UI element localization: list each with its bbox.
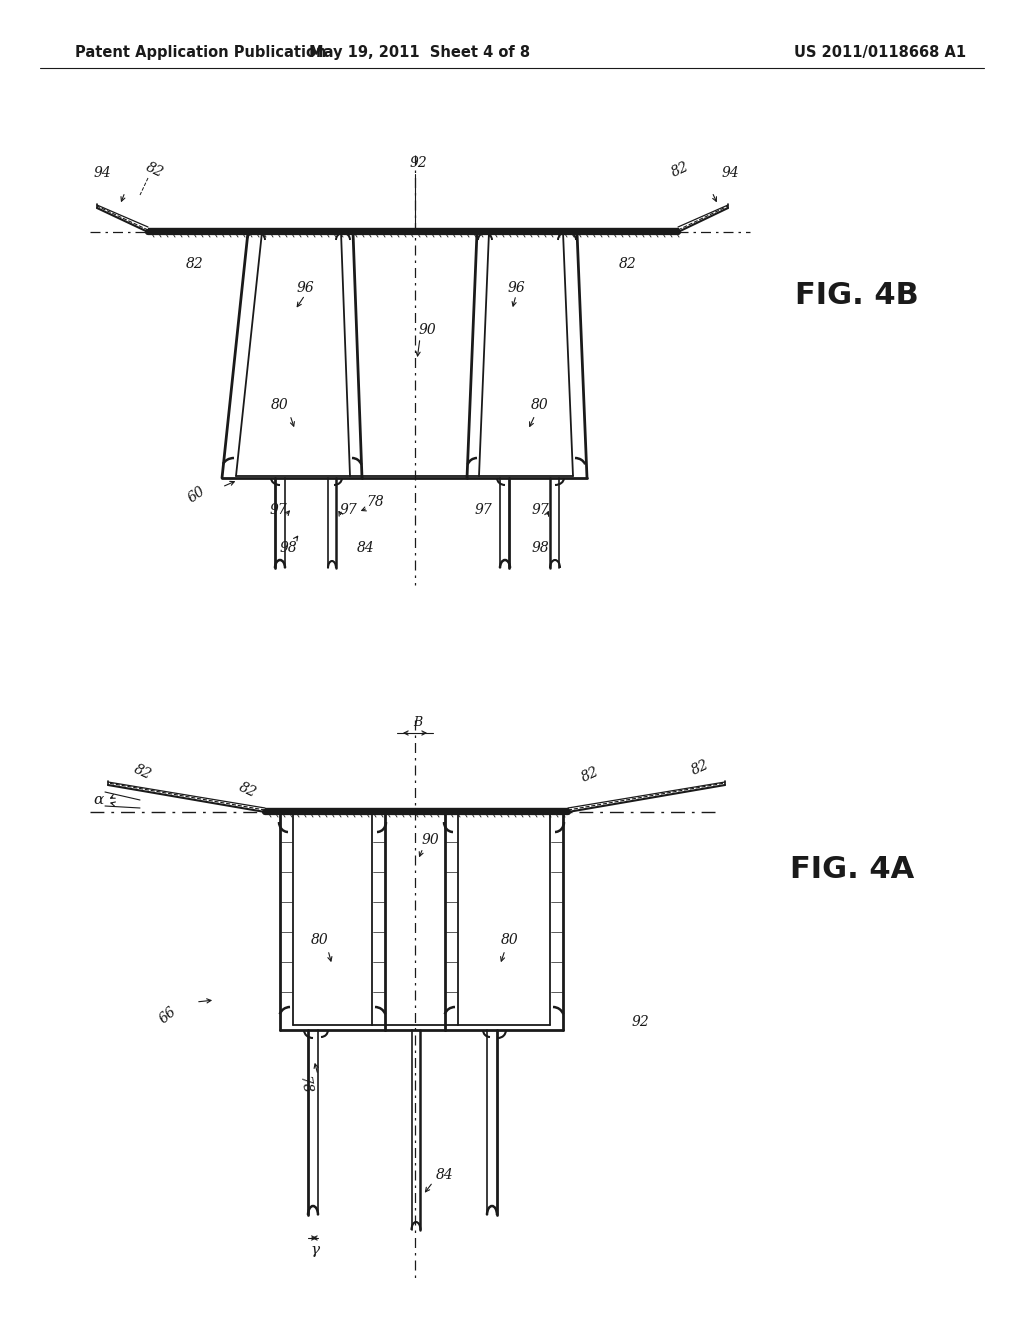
Text: 92: 92 — [410, 156, 427, 170]
Text: 97: 97 — [531, 503, 549, 517]
Text: α: α — [93, 793, 103, 807]
Text: 82: 82 — [144, 160, 166, 180]
Text: 82: 82 — [237, 780, 259, 800]
Text: 80: 80 — [501, 933, 519, 946]
Text: 97: 97 — [474, 503, 492, 517]
Text: Patent Application Publication: Patent Application Publication — [75, 45, 327, 59]
Text: 82: 82 — [579, 764, 601, 785]
Text: US 2011/0118668 A1: US 2011/0118668 A1 — [794, 45, 966, 59]
Text: 60: 60 — [185, 484, 208, 506]
Text: 66: 66 — [157, 1005, 179, 1026]
Text: 82: 82 — [689, 758, 711, 777]
Text: B: B — [414, 717, 423, 730]
Text: 90: 90 — [418, 323, 436, 337]
Text: 80: 80 — [531, 399, 549, 412]
Text: γ: γ — [310, 1243, 319, 1257]
Text: 90: 90 — [421, 833, 439, 847]
Text: 82: 82 — [186, 257, 204, 271]
Text: 84: 84 — [436, 1168, 454, 1181]
Text: 94: 94 — [721, 166, 739, 180]
Text: FIG. 4B: FIG. 4B — [795, 281, 919, 309]
Text: 80: 80 — [271, 399, 289, 412]
Text: 97: 97 — [269, 503, 287, 517]
Text: 82: 82 — [669, 160, 691, 180]
Text: 78: 78 — [367, 495, 384, 510]
Text: 96: 96 — [296, 281, 314, 294]
Text: FIG. 4A: FIG. 4A — [790, 855, 914, 884]
Text: May 19, 2011  Sheet 4 of 8: May 19, 2011 Sheet 4 of 8 — [309, 45, 530, 59]
Text: 96: 96 — [507, 281, 525, 294]
Text: 94: 94 — [93, 166, 111, 180]
Text: 98: 98 — [280, 541, 297, 554]
Text: 92: 92 — [631, 1015, 649, 1030]
Text: 82: 82 — [620, 257, 637, 271]
Text: 80: 80 — [311, 933, 329, 946]
Text: 84: 84 — [357, 541, 375, 554]
Text: 98: 98 — [531, 541, 549, 554]
Text: 82: 82 — [132, 762, 154, 781]
Text: 97: 97 — [339, 503, 357, 517]
Text: 78: 78 — [297, 1074, 313, 1096]
